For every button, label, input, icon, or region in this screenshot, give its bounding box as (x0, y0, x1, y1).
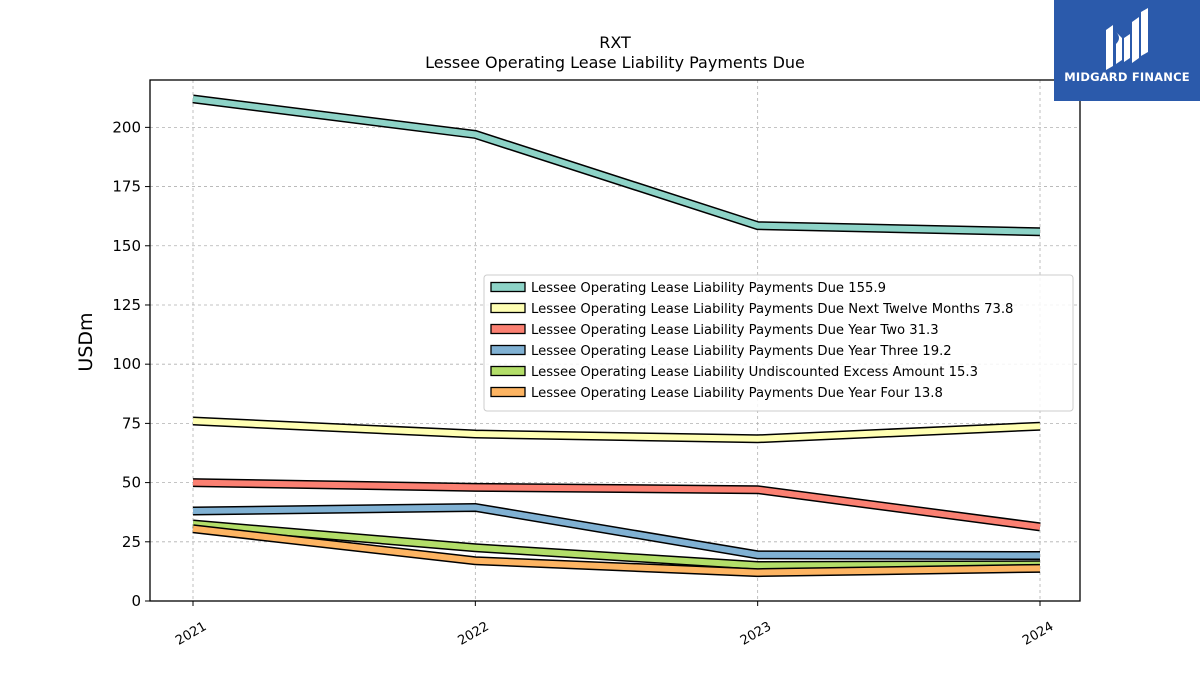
legend: Lessee Operating Lease Liability Payment… (483, 274, 1074, 412)
legend-entry: Lessee Operating Lease Liability Payment… (531, 302, 1013, 317)
legend-swatch (490, 365, 526, 377)
brand-logo: MIDGARD FINANCE (1054, 0, 1200, 101)
x-tick-label: 2022 (456, 619, 492, 649)
legend-entry: Lessee Operating Lease Liability Payment… (531, 344, 952, 359)
legend-box (483, 274, 1074, 412)
series-line (192, 504, 1041, 559)
y-tick-label: 200 (112, 118, 141, 136)
legend-swatch (490, 386, 526, 398)
series-line (192, 521, 1041, 569)
legend-swatch (490, 323, 526, 335)
series-line (192, 95, 1041, 235)
legend-entry: Lessee Operating Lease Liability Payment… (531, 323, 939, 338)
y-tick-label: 25 (122, 533, 141, 551)
chart-title: RXT (599, 33, 631, 52)
y-tick-label: 50 (122, 474, 141, 492)
chart-subtitle: Lessee Operating Lease Liability Payment… (425, 53, 805, 72)
y-tick-label: 75 (122, 414, 141, 432)
series-line (192, 418, 1041, 442)
y-tick-label: 150 (112, 237, 141, 255)
series-line-outline (192, 94, 1041, 237)
legend-swatch (490, 344, 526, 356)
logo-text: MIDGARD FINANCE (1064, 70, 1190, 84)
legend-entry: Lessee Operating Lease Liability Payment… (531, 386, 943, 401)
legend-swatch (490, 302, 526, 314)
midgard-logo-mark-icon (1106, 8, 1148, 70)
x-tick-label: 2023 (738, 619, 774, 649)
y-tick-label: 0 (131, 592, 141, 610)
y-axis-label: USDm (75, 312, 97, 371)
y-tick-label: 175 (112, 178, 141, 196)
series-line (192, 479, 1041, 530)
x-tick-label: 2024 (1020, 619, 1056, 649)
y-tick-label: 100 (112, 355, 141, 373)
legend-entry: Lessee Operating Lease Liability Undisco… (531, 365, 978, 380)
x-tick-label: 2021 (173, 619, 209, 649)
plot-frame (149, 79, 1081, 602)
legend-entry: Lessee Operating Lease Liability Payment… (531, 281, 886, 296)
y-tick-label: 125 (112, 296, 141, 314)
legend-swatch (490, 281, 526, 293)
series-line (192, 525, 1041, 576)
